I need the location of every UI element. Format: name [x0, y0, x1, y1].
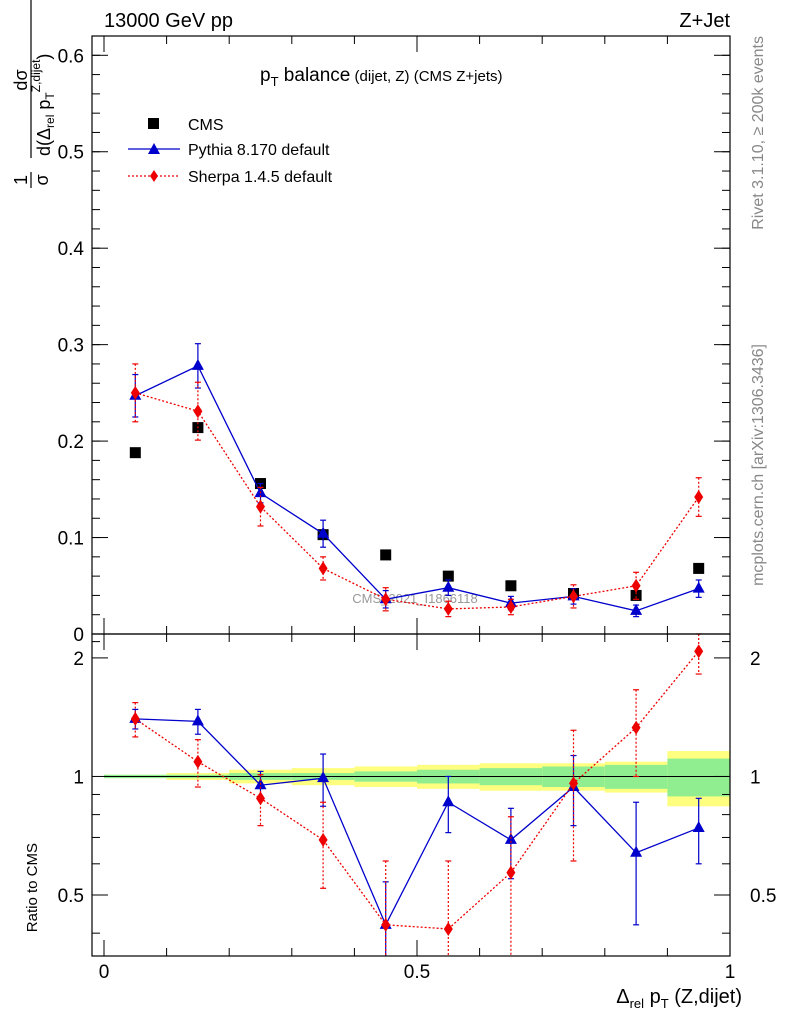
- series-line-pythia: [135, 365, 699, 612]
- legend-marker-sherpa: [150, 170, 158, 182]
- header-left: 13000 GeV pp: [104, 10, 233, 32]
- ratio-y-tick-label: 0.5: [750, 886, 776, 907]
- y-tick-label: 0.2: [58, 432, 84, 453]
- y-tick-label: 0: [73, 625, 84, 646]
- data-point: [256, 499, 265, 514]
- plot-title: pT balance (dijet, Z) (CMS Z+jets): [260, 65, 503, 89]
- ratio-panel-data: [129, 633, 705, 956]
- x-tick-label: 1: [725, 962, 736, 983]
- ratio-y-tick-label: 2: [750, 649, 761, 670]
- ylabel-d-num: dσ: [11, 69, 31, 90]
- legend-marker-pythia: [148, 143, 160, 154]
- y-tick-label: 0.4: [58, 239, 85, 260]
- stat-uncertainty-band: [667, 758, 730, 797]
- series-pythia: [129, 343, 705, 618]
- data-point: [569, 776, 578, 791]
- data-point: [569, 589, 578, 604]
- data-point: [630, 845, 643, 857]
- data-point: [692, 581, 705, 593]
- ylabel-d-den: d(Δrel pTZ,dijet): [29, 54, 57, 156]
- y-tick-label: 0.1: [58, 529, 84, 550]
- ratio-y-tick-label: 0.5: [58, 886, 84, 907]
- data-point: [694, 490, 704, 505]
- data-point: [630, 603, 643, 615]
- axes: 0 0.1 0.2 0.3 0.4 0.5 0.6 0 0.5 1 0.5 0.5 1 1 2 2: [58, 35, 776, 983]
- ratio-y-tick-label: 2: [73, 649, 84, 670]
- data-point: [506, 599, 516, 614]
- series-sherpa: [130, 633, 704, 956]
- header-right: Z+Jet: [679, 10, 730, 32]
- data-point: [193, 754, 203, 769]
- y-tick-label: 0.3: [58, 336, 84, 357]
- data-point: [317, 771, 330, 783]
- data-point: [129, 447, 141, 459]
- data-point: [318, 561, 328, 576]
- legend-label-sherpa: Sherpa 1.4.5 default: [188, 169, 333, 186]
- data-point: [130, 385, 140, 400]
- series-line-pythia: [135, 718, 699, 927]
- y-axis-label-ratio: Ratio to CMS: [24, 843, 41, 932]
- legend: CMS Pythia 8.170 default Sherpa 1.4.5 de…: [128, 117, 333, 186]
- data-point: [318, 832, 328, 847]
- y-tick-label: 0.6: [58, 46, 84, 67]
- data-point: [256, 791, 265, 806]
- x-axis-label: Δrel pT (Z,dijet): [616, 986, 742, 1011]
- data-point: [442, 580, 455, 592]
- ylabel-frac-den: σ: [32, 174, 52, 185]
- y-tick-label: 0.5: [58, 143, 84, 164]
- data-point: [630, 589, 642, 601]
- x-tick-label: 0: [99, 962, 110, 983]
- data-point: [442, 570, 454, 582]
- ratio-panel-frame: [91, 633, 731, 957]
- rivet-label: Rivet 3.1.10, ≥ 200k events: [750, 36, 767, 230]
- legend-marker-cms: [148, 118, 159, 129]
- legend-label-pythia: Pythia 8.170 default: [188, 142, 330, 159]
- series-line-sherpa: [135, 392, 700, 610]
- ratio-y-tick-label: 1: [750, 767, 761, 788]
- y-axis-label-main: 1 σ dσ d(Δrel pTZ,dijet): [11, 0, 57, 188]
- data-point: [693, 562, 705, 574]
- main-panel-data: [129, 343, 705, 618]
- data-point: [191, 358, 204, 370]
- data-point: [442, 795, 455, 807]
- data-point: [443, 921, 453, 936]
- data-point: [130, 711, 140, 726]
- mcplots-label: mcplots.cern.ch [arXiv:1306.3436]: [750, 344, 767, 586]
- data-point: [443, 601, 453, 616]
- data-point: [193, 404, 203, 419]
- data-point: [692, 820, 705, 832]
- legend-label-cms: CMS: [188, 117, 224, 134]
- data-point: [506, 865, 516, 880]
- data-point: [631, 720, 641, 735]
- data-point: [694, 644, 704, 659]
- data-point: [631, 578, 641, 593]
- ratio-y-tick-label: 1: [73, 767, 84, 788]
- ylabel-frac-num: 1: [11, 175, 31, 185]
- series-pythia: [129, 708, 705, 956]
- data-point: [380, 549, 392, 561]
- data-point: [317, 526, 330, 538]
- x-tick-label: 0.5: [404, 962, 430, 983]
- data-point: [191, 714, 204, 726]
- data-point: [381, 917, 391, 932]
- series-cms: [129, 422, 705, 601]
- series-sherpa: [130, 363, 704, 618]
- data-point: [381, 592, 391, 607]
- data-point: [505, 580, 517, 592]
- series-line-sherpa: [134, 650, 700, 930]
